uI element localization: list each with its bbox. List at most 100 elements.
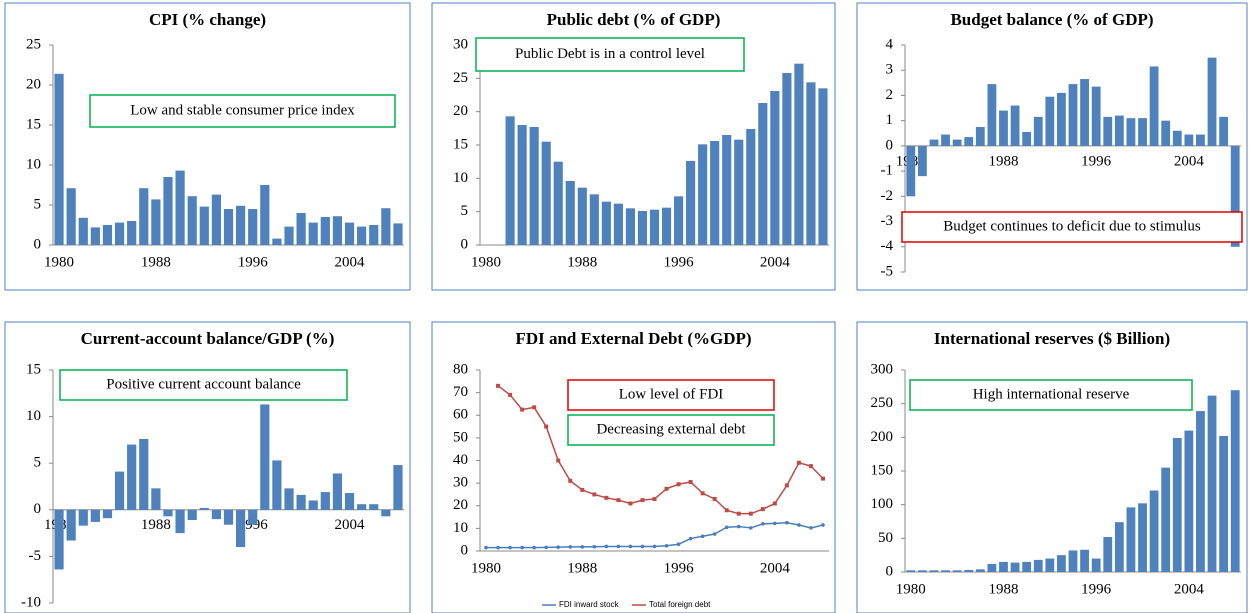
- y-tick-label: 50: [878, 530, 893, 546]
- bar: [637, 211, 648, 245]
- line-marker: [592, 544, 597, 549]
- x-tick-label: 1996: [238, 254, 269, 270]
- bar: [1172, 130, 1182, 146]
- bar: [1196, 134, 1205, 146]
- bar: [248, 509, 258, 525]
- x-tick-label: 1980: [471, 254, 501, 270]
- bar: [260, 185, 270, 245]
- bar: [553, 161, 563, 245]
- panel-frame: [431, 321, 836, 613]
- y-tick-label: 100: [871, 496, 894, 512]
- line-marker: [676, 482, 681, 487]
- bar: [199, 507, 209, 510]
- bar: [175, 509, 185, 534]
- line-marker: [544, 545, 548, 550]
- bar: [1114, 522, 1124, 572]
- bar: [746, 129, 756, 245]
- bar: [127, 444, 137, 510]
- bar: [344, 493, 355, 510]
- bar: [1103, 116, 1113, 146]
- y-tick-label: 250: [871, 395, 894, 411]
- bar: [344, 222, 355, 245]
- bar: [975, 126, 985, 146]
- line-marker: [724, 508, 729, 513]
- bar: [175, 170, 185, 245]
- x-tick-label: 2004: [335, 517, 366, 533]
- bar: [529, 127, 539, 245]
- y-tick-label: 0: [886, 137, 894, 153]
- bar: [661, 207, 672, 245]
- y-tick-label: -5: [881, 263, 894, 279]
- line-marker: [532, 405, 537, 410]
- line-marker: [796, 460, 801, 465]
- bar: [601, 201, 611, 245]
- bar: [102, 225, 113, 245]
- line-marker: [628, 544, 633, 549]
- bar: [1126, 118, 1136, 146]
- bar: [1091, 86, 1101, 146]
- bar: [1230, 145, 1240, 247]
- line-marker: [688, 479, 693, 484]
- y-tick-label: 30: [453, 475, 468, 491]
- bar: [906, 570, 916, 572]
- bar: [941, 570, 950, 572]
- line-marker: [520, 407, 525, 412]
- x-tick-label: 1996: [1081, 581, 1112, 597]
- bar: [260, 404, 270, 510]
- x-tick-label: 2004: [1174, 581, 1205, 597]
- bar: [223, 509, 234, 525]
- bar: [1080, 79, 1089, 146]
- bar: [987, 563, 997, 572]
- y-tick-label: 1: [886, 112, 894, 128]
- bar: [369, 504, 379, 510]
- line-marker: [785, 520, 789, 525]
- bar: [296, 494, 306, 510]
- bar: [1219, 435, 1229, 572]
- line-marker: [712, 496, 717, 501]
- line-marker: [508, 392, 513, 397]
- y-tick-label: 150: [871, 462, 894, 478]
- bar: [211, 509, 221, 520]
- line-marker: [652, 544, 657, 549]
- bar: [357, 226, 367, 245]
- bar: [517, 125, 527, 245]
- bar: [1149, 490, 1159, 572]
- y-tick-label: 20: [453, 103, 468, 119]
- bar: [505, 116, 515, 245]
- line-marker: [640, 498, 645, 503]
- legend-label: FDI inward stock: [559, 600, 620, 609]
- line-marker: [484, 545, 488, 550]
- annotation: Positive current account balance: [106, 376, 301, 392]
- line-marker: [604, 544, 609, 549]
- line-marker: [616, 498, 621, 503]
- bar: [66, 509, 76, 541]
- bar: [734, 139, 744, 245]
- bar: [1057, 555, 1066, 572]
- annotation-box: [567, 414, 775, 446]
- chart-title: Budget balance (% of GDP): [950, 10, 1153, 29]
- panel-frame: [856, 2, 1248, 291]
- line-marker: [736, 524, 741, 529]
- bar: [54, 509, 64, 570]
- bar: [66, 188, 76, 245]
- y-tick-label: 0: [34, 236, 42, 252]
- y-tick-label: -2: [881, 188, 894, 204]
- bar: [1207, 395, 1217, 572]
- line-marker: [568, 545, 573, 549]
- bar: [151, 488, 161, 510]
- y-tick-label: 4: [886, 36, 894, 52]
- x-tick-label: 1996: [238, 517, 269, 533]
- bar: [673, 196, 684, 245]
- line-marker: [664, 486, 669, 491]
- line-marker: [616, 544, 621, 549]
- line-marker: [568, 478, 573, 483]
- bar: [1114, 115, 1124, 146]
- annotation-box: [909, 379, 1193, 411]
- y-tick-label: -10: [21, 594, 41, 610]
- bar: [139, 438, 149, 510]
- x-tick-label: 1988: [567, 560, 597, 576]
- bar: [625, 208, 636, 245]
- bar: [187, 509, 197, 521]
- x-tick-label: 2004: [335, 254, 366, 270]
- bar: [78, 217, 88, 245]
